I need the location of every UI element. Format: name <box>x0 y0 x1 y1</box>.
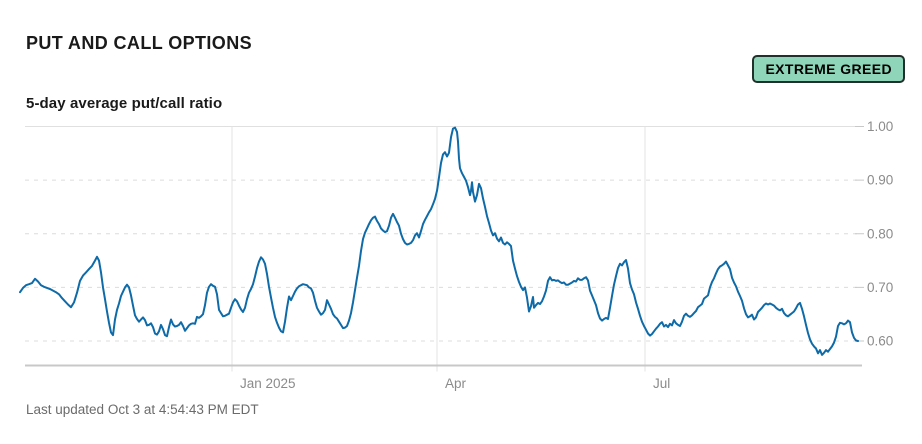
y-tick-label: 0.60 <box>867 334 893 349</box>
last-updated-text: Last updated Oct 3 at 4:54:43 PM EDT <box>26 402 259 417</box>
y-tick-label: 1.00 <box>867 119 893 134</box>
x-tick-label: Apr <box>445 376 467 391</box>
x-tick-label: Jan 2025 <box>240 376 296 391</box>
y-tick-label: 0.90 <box>867 173 893 188</box>
x-tick-label: Jul <box>653 376 670 391</box>
chart-subtitle: 5-day average put/call ratio <box>26 95 223 112</box>
y-tick-label: 0.70 <box>867 280 893 295</box>
y-tick-label: 0.80 <box>867 226 893 241</box>
status-badge: EXTREME GREED <box>752 55 905 83</box>
putcall-ratio-line <box>19 126 859 356</box>
page-title: PUT AND CALL OPTIONS <box>26 33 253 53</box>
